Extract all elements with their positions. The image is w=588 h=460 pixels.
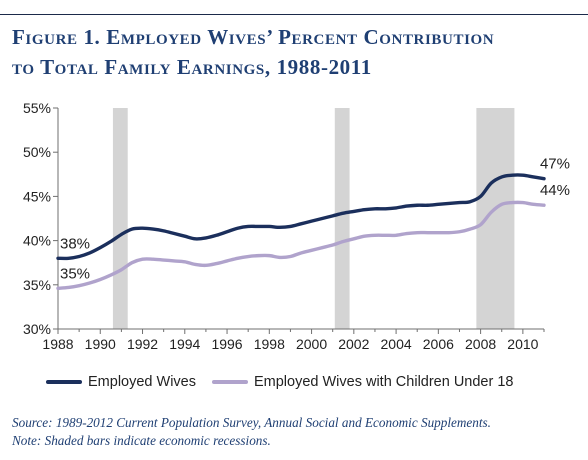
y-tick-label: 50% [23, 144, 51, 160]
start-label-employed-wives: 38% [60, 235, 90, 252]
legend-item-wives-children: Employed Wives with Children Under 18 [211, 374, 514, 390]
x-tick-label: 2004 [381, 336, 412, 352]
source-note: Source: 1989-2012 Current Population Sur… [12, 414, 584, 450]
y-tick-label: 35% [23, 277, 51, 293]
chart-legend: Employed Wives Employed Wives with Child… [46, 372, 529, 392]
end-label-wives-with-children: 44% [540, 182, 570, 199]
recession-bar-1 [112, 108, 128, 329]
chart-axes: 30% 35% 40% 45% 50% 55% 1988 1990 1992 1994 1996 19… [23, 100, 545, 352]
legend-swatch-wives-children [211, 380, 248, 384]
x-tick-label: 1996 [211, 336, 242, 352]
x-tick-label: 2010 [507, 336, 538, 352]
end-label-employed-wives: 47% [540, 156, 570, 173]
x-tick-label: 1988 [42, 336, 73, 352]
legend-label-wives-children: Employed Wives with Children Under 18 [253, 374, 514, 390]
x-tick-label: 2006 [423, 336, 454, 352]
series-line-wives-with-children [56, 200, 546, 291]
x-tick-label: 1992 [127, 336, 158, 352]
legend-item-wives: Employed Wives [46, 374, 196, 390]
y-tick-label: 40% [23, 233, 51, 249]
source-line: Source: 1989-2012 Current Population Sur… [12, 415, 491, 430]
figure-title: Figure 1. Employed Wives’ Percent Contri… [12, 22, 582, 82]
recession-bar-2 [334, 108, 350, 329]
note-line: Note: Shaded bars indicate economic rece… [12, 433, 271, 448]
series-labels: 38% 35% 47% 44% [60, 156, 570, 283]
x-tick-label: 2000 [296, 336, 327, 352]
chart-series [56, 173, 546, 291]
legend-label-wives: Employed Wives [88, 374, 196, 390]
y-tick-label: 45% [23, 188, 51, 204]
series-line-employed-wives [56, 173, 546, 261]
x-tick-label: 2008 [465, 336, 496, 352]
x-tick-label: 1994 [169, 336, 200, 352]
start-label-wives-with-children: 35% [60, 265, 90, 282]
figure-title-line1: Figure 1. Employed Wives’ Percent Contri… [12, 25, 495, 49]
top-rule [0, 14, 588, 15]
y-tick-label: 55% [23, 100, 51, 116]
figure-title-line2: to Total Family Earnings, 1988-2011 [12, 55, 372, 79]
x-tick-label: 2002 [338, 336, 369, 352]
recession-bar-3 [476, 108, 515, 329]
legend-swatch-wives [46, 380, 82, 384]
x-tick-label: 1990 [85, 336, 116, 352]
y-tick-label: 30% [23, 321, 51, 337]
x-tick-label: 1998 [254, 336, 285, 352]
recession-bars [112, 108, 515, 329]
